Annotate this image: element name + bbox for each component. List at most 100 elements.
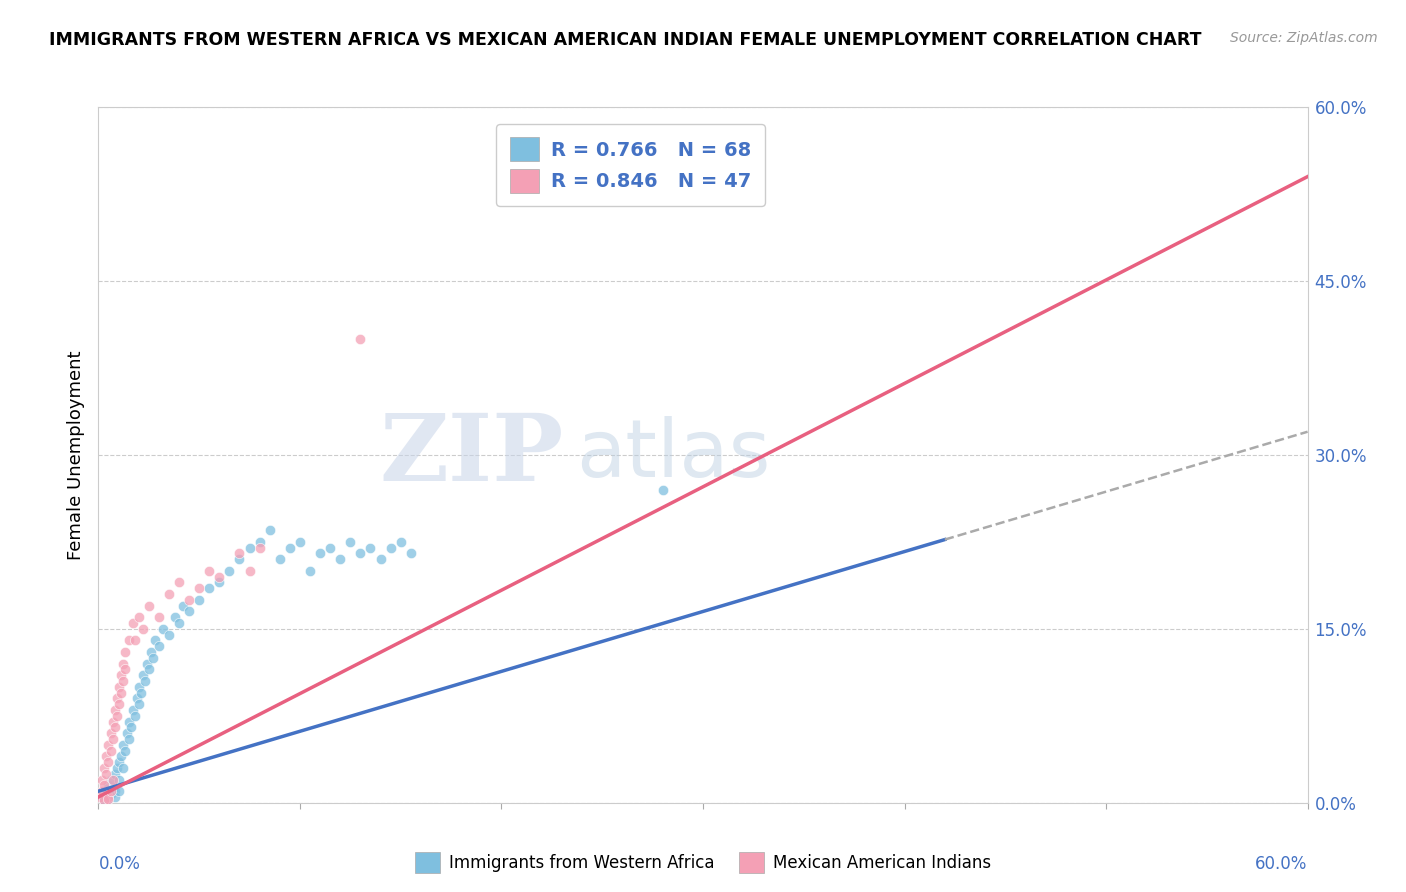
Point: [93, 793, 115, 807]
Point: [101, 714, 124, 729]
Point: [114, 645, 136, 659]
Point: [107, 755, 129, 769]
Point: [101, 781, 124, 796]
Point: [138, 662, 160, 676]
Point: [118, 714, 141, 729]
Legend: Immigrants from Western Africa, Mexican American Indians: Immigrants from Western Africa, Mexican …: [409, 846, 997, 880]
Point: [218, 564, 240, 578]
Point: [105, 761, 128, 775]
Point: [228, 552, 250, 566]
Point: [105, 708, 128, 723]
Point: [239, 564, 262, 578]
Point: [349, 332, 371, 346]
Point: [121, 615, 143, 630]
Point: [179, 592, 201, 607]
Point: [157, 628, 180, 642]
Point: [249, 541, 271, 555]
Point: [129, 685, 152, 699]
Point: [120, 721, 142, 735]
Point: [100, 726, 122, 740]
Point: [103, 784, 125, 798]
Y-axis label: Female Unemployment: Female Unemployment: [66, 351, 84, 559]
Point: [132, 668, 155, 682]
Point: [107, 680, 129, 694]
Point: [128, 610, 150, 624]
Point: [142, 651, 165, 665]
Text: Source: ZipAtlas.com: Source: ZipAtlas.com: [1230, 31, 1378, 45]
Point: [103, 766, 125, 781]
Point: [91, 772, 114, 787]
Point: [380, 541, 402, 555]
Point: [100, 787, 122, 801]
Point: [111, 738, 134, 752]
Point: [157, 587, 180, 601]
Point: [349, 546, 371, 561]
Point: [124, 633, 146, 648]
Point: [107, 784, 129, 798]
Point: [93, 793, 115, 807]
Point: [100, 772, 122, 787]
Point: [105, 691, 128, 706]
Point: [97, 778, 120, 793]
Point: [148, 639, 170, 653]
Point: [269, 552, 291, 566]
Point: [208, 570, 231, 584]
Point: [138, 599, 160, 613]
Point: [319, 541, 342, 555]
Point: [111, 657, 134, 671]
Point: [97, 755, 120, 769]
Point: [111, 761, 134, 775]
Point: [100, 744, 122, 758]
Point: [198, 582, 221, 596]
Text: ZIP: ZIP: [380, 410, 564, 500]
Point: [139, 645, 162, 659]
Point: [329, 552, 352, 566]
Point: [103, 721, 125, 735]
Point: [89, 790, 111, 805]
Point: [239, 541, 262, 555]
Point: [179, 605, 201, 619]
Point: [143, 633, 166, 648]
Point: [100, 784, 122, 798]
Point: [96, 766, 118, 781]
Point: [259, 523, 281, 537]
Point: [278, 541, 301, 555]
Point: [111, 674, 134, 689]
Point: [249, 534, 271, 549]
Point: [93, 784, 115, 798]
Text: IMMIGRANTS FROM WESTERN AFRICA VS MEXICAN AMERICAN INDIAN FEMALE UNEMPLOYMENT CO: IMMIGRANTS FROM WESTERN AFRICA VS MEXICA…: [49, 31, 1202, 49]
Point: [339, 534, 361, 549]
Point: [167, 615, 190, 630]
Point: [132, 622, 155, 636]
Point: [93, 778, 115, 793]
Point: [96, 790, 118, 805]
Point: [128, 698, 150, 712]
Point: [97, 738, 120, 752]
Point: [288, 534, 311, 549]
Point: [101, 772, 124, 787]
Point: [228, 546, 250, 561]
Point: [360, 541, 382, 555]
Point: [107, 772, 129, 787]
Point: [188, 592, 211, 607]
Point: [91, 784, 114, 798]
Point: [370, 552, 392, 566]
Point: [103, 703, 125, 717]
Text: 60.0%: 60.0%: [1256, 855, 1308, 873]
Point: [115, 726, 138, 740]
Point: [208, 575, 231, 590]
Point: [110, 685, 132, 699]
Point: [121, 703, 143, 717]
Point: [97, 792, 120, 806]
Point: [110, 749, 132, 764]
Point: [188, 582, 211, 596]
Point: [152, 622, 174, 636]
Point: [399, 546, 422, 561]
Point: [96, 787, 118, 801]
Point: [163, 610, 186, 624]
Point: [97, 790, 120, 805]
Point: [91, 790, 114, 805]
Point: [134, 674, 156, 689]
Point: [114, 744, 136, 758]
Point: [97, 792, 120, 806]
